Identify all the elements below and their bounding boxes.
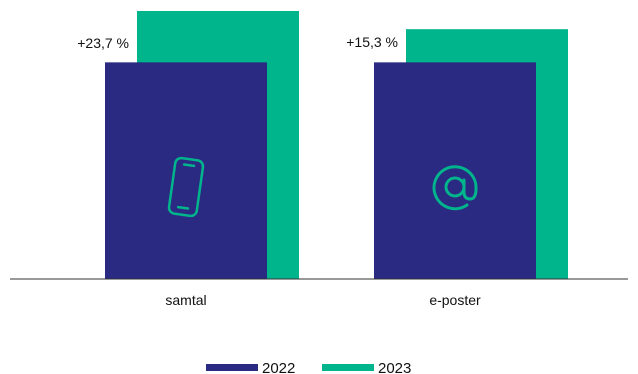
data-label-samtal: +23,7 %	[77, 35, 129, 51]
legend: 2022 2023	[206, 360, 411, 374]
data-label-e-poster: +15,3 %	[346, 34, 398, 50]
bar-2022-samtal	[105, 62, 267, 280]
legend-label-2022: 2022	[262, 360, 295, 374]
smartphone-icon	[167, 156, 205, 218]
icons-group	[167, 156, 478, 218]
bar-2022-e-poster	[374, 62, 536, 280]
x-tick-label-e-poster: e-poster	[429, 292, 481, 308]
smartphone-icon-speaker	[182, 163, 196, 168]
x-tick-label-samtal: samtal	[165, 292, 206, 308]
bars-group	[105, 11, 568, 280]
at-sign-icon-outer	[432, 165, 478, 211]
at-sign-icon	[432, 165, 478, 211]
legend-swatch-2022	[206, 364, 258, 371]
smartphone-icon-body	[167, 156, 205, 218]
legend-label-2023: 2023	[378, 360, 411, 374]
legend-swatch-2023	[322, 364, 374, 371]
labels-group: +23,7 % samtal +15,3 % e-poster	[77, 34, 481, 308]
smartphone-icon-home	[176, 205, 190, 210]
